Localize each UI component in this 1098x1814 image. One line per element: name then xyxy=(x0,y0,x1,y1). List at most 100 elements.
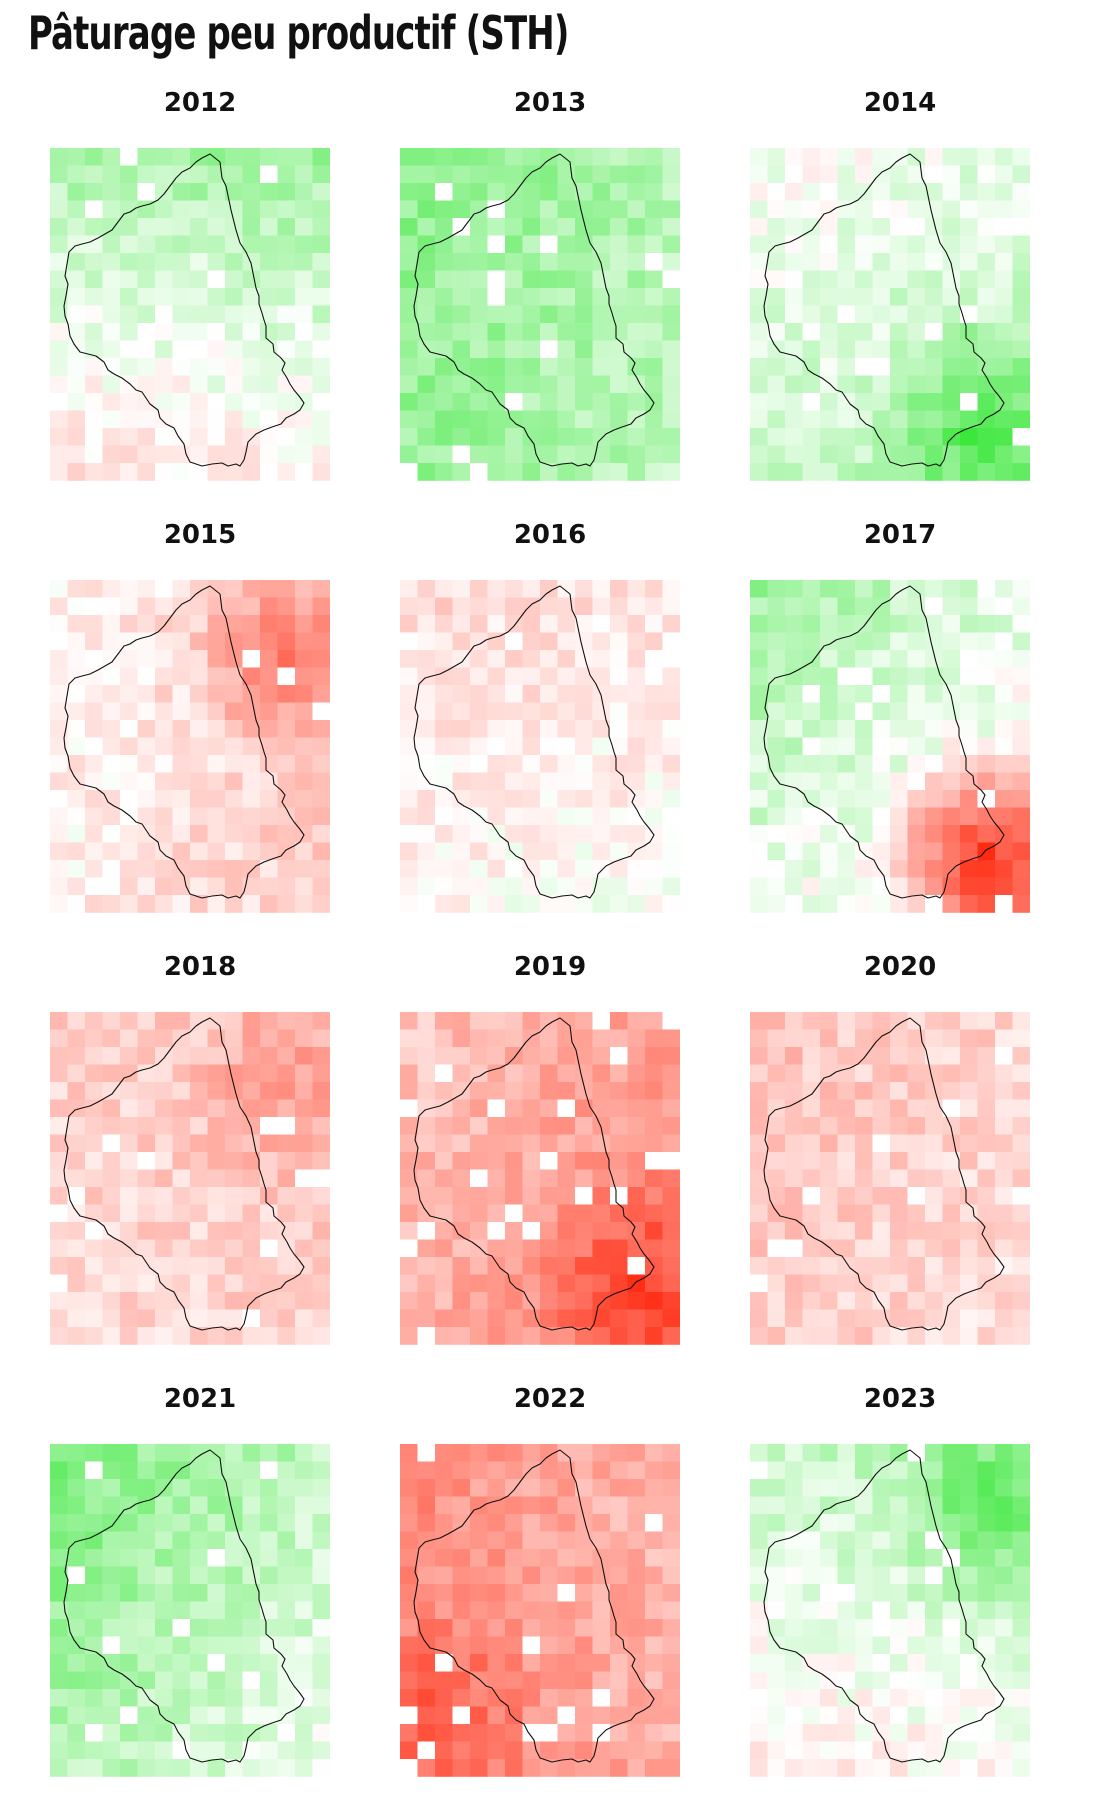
heatmap-cell xyxy=(925,1222,943,1240)
heatmap-cell xyxy=(855,720,873,738)
heatmap-cell xyxy=(837,1222,856,1240)
heatmap-cell xyxy=(662,1082,680,1100)
heatmap-cell xyxy=(487,270,506,289)
heatmap-cell xyxy=(505,270,523,289)
heatmap-cell xyxy=(242,1099,261,1118)
heatmap-cell xyxy=(750,1549,768,1567)
heatmap-cell xyxy=(207,1706,226,1725)
heatmap-cell xyxy=(102,165,121,184)
heatmap-cell xyxy=(190,1531,208,1550)
heatmap-cell xyxy=(662,1047,680,1065)
heatmap-cell xyxy=(750,253,768,271)
heatmap-cell xyxy=(907,1292,926,1310)
heatmap-cell xyxy=(312,1689,330,1707)
heatmap-cell xyxy=(137,148,156,166)
heatmap-cell xyxy=(592,1566,611,1585)
heatmap-cell xyxy=(592,1601,611,1620)
heatmap-cell xyxy=(50,393,68,411)
heatmap-cell xyxy=(505,1496,523,1515)
heatmap-cell xyxy=(505,632,523,651)
heatmap-cell xyxy=(277,445,296,464)
heatmap-cell xyxy=(1012,1309,1030,1328)
heatmap-cell xyxy=(750,148,768,166)
heatmap-cell xyxy=(872,1274,891,1293)
heatmap-cell xyxy=(242,1169,261,1188)
heatmap-cell xyxy=(67,1257,86,1275)
heatmap-cell xyxy=(592,1169,611,1188)
heatmap-cell xyxy=(85,1152,103,1170)
heatmap-cell xyxy=(767,393,786,411)
heatmap-cell xyxy=(242,597,261,616)
heatmap-cell xyxy=(295,1566,313,1585)
heatmap-cell xyxy=(645,1636,663,1655)
heatmap-cell xyxy=(750,1292,768,1310)
heatmap-cell xyxy=(977,1689,996,1707)
heatmap-cell xyxy=(452,1099,471,1118)
heatmap-cell xyxy=(120,1461,138,1480)
heatmap-cell xyxy=(802,772,821,791)
heatmap-cell xyxy=(802,1274,821,1293)
heatmap-cell xyxy=(767,183,786,201)
heatmap-cell xyxy=(837,1741,856,1760)
heatmap-cell xyxy=(627,702,646,721)
heatmap-cell xyxy=(137,1309,156,1328)
heatmap-cell xyxy=(522,1274,541,1293)
heatmap-cell xyxy=(137,650,156,668)
heatmap-cell xyxy=(505,1134,523,1153)
heatmap-cell xyxy=(435,650,453,668)
heatmap-cell xyxy=(295,1082,313,1100)
heatmap-cell xyxy=(890,1531,908,1550)
heatmap-cell xyxy=(610,1117,628,1135)
heatmap-cell xyxy=(50,842,68,861)
heatmap-cell xyxy=(207,1689,226,1707)
heatmap-cell xyxy=(925,825,943,843)
heatmap-cell xyxy=(1012,1187,1030,1205)
heatmap-cell xyxy=(172,445,191,464)
heatmap-cell xyxy=(1012,1549,1030,1567)
heatmap-cell xyxy=(277,895,296,913)
heatmap-cell xyxy=(155,597,173,616)
heatmap-cell xyxy=(925,1566,943,1585)
heatmap-cell xyxy=(312,1222,330,1240)
heatmap-cell xyxy=(137,1327,156,1345)
heatmap-cell xyxy=(435,1531,453,1550)
heatmap-cell xyxy=(137,1531,156,1550)
heatmap-cell xyxy=(960,615,978,633)
heatmap-cell xyxy=(312,877,330,896)
heatmap-cell xyxy=(995,445,1013,464)
heatmap-cell xyxy=(312,790,330,808)
heatmap-cell xyxy=(295,807,313,826)
heatmap-cell xyxy=(872,200,891,219)
heatmap-cell xyxy=(662,1741,680,1760)
heatmap-cell xyxy=(67,445,86,464)
heatmap-cell xyxy=(610,1759,628,1777)
heatmap-cell xyxy=(820,1531,838,1550)
heatmap-cell xyxy=(435,860,453,878)
heatmap-cell xyxy=(260,597,278,616)
heatmap-cell xyxy=(575,393,593,411)
heatmap-cell xyxy=(312,1029,330,1048)
heatmap-cell xyxy=(767,772,786,791)
heatmap-cell xyxy=(942,1029,961,1048)
heatmap-cell xyxy=(995,895,1013,913)
heatmap-cell xyxy=(417,755,436,773)
heatmap-cell xyxy=(890,1444,908,1462)
heatmap-cell xyxy=(995,410,1013,429)
heatmap-cell xyxy=(592,165,611,184)
heatmap-cell xyxy=(1012,737,1030,756)
heatmap-cell xyxy=(837,270,856,289)
heatmap-cell xyxy=(907,253,926,271)
heatmap-cell xyxy=(890,235,908,254)
heatmap-cell xyxy=(977,1047,996,1065)
heatmap-cell xyxy=(207,1292,226,1310)
heatmap-cell xyxy=(872,702,891,721)
heatmap-cell xyxy=(312,1514,330,1532)
heatmap-cell xyxy=(995,183,1013,201)
heatmap-cell xyxy=(120,1566,138,1585)
heatmap-cell xyxy=(470,685,488,703)
heatmap-cell xyxy=(627,1064,646,1083)
heatmap-cell xyxy=(767,1671,786,1690)
heatmap-cell xyxy=(470,1549,488,1567)
heatmap-cell xyxy=(977,877,996,896)
heatmap-cell xyxy=(1012,1169,1030,1188)
